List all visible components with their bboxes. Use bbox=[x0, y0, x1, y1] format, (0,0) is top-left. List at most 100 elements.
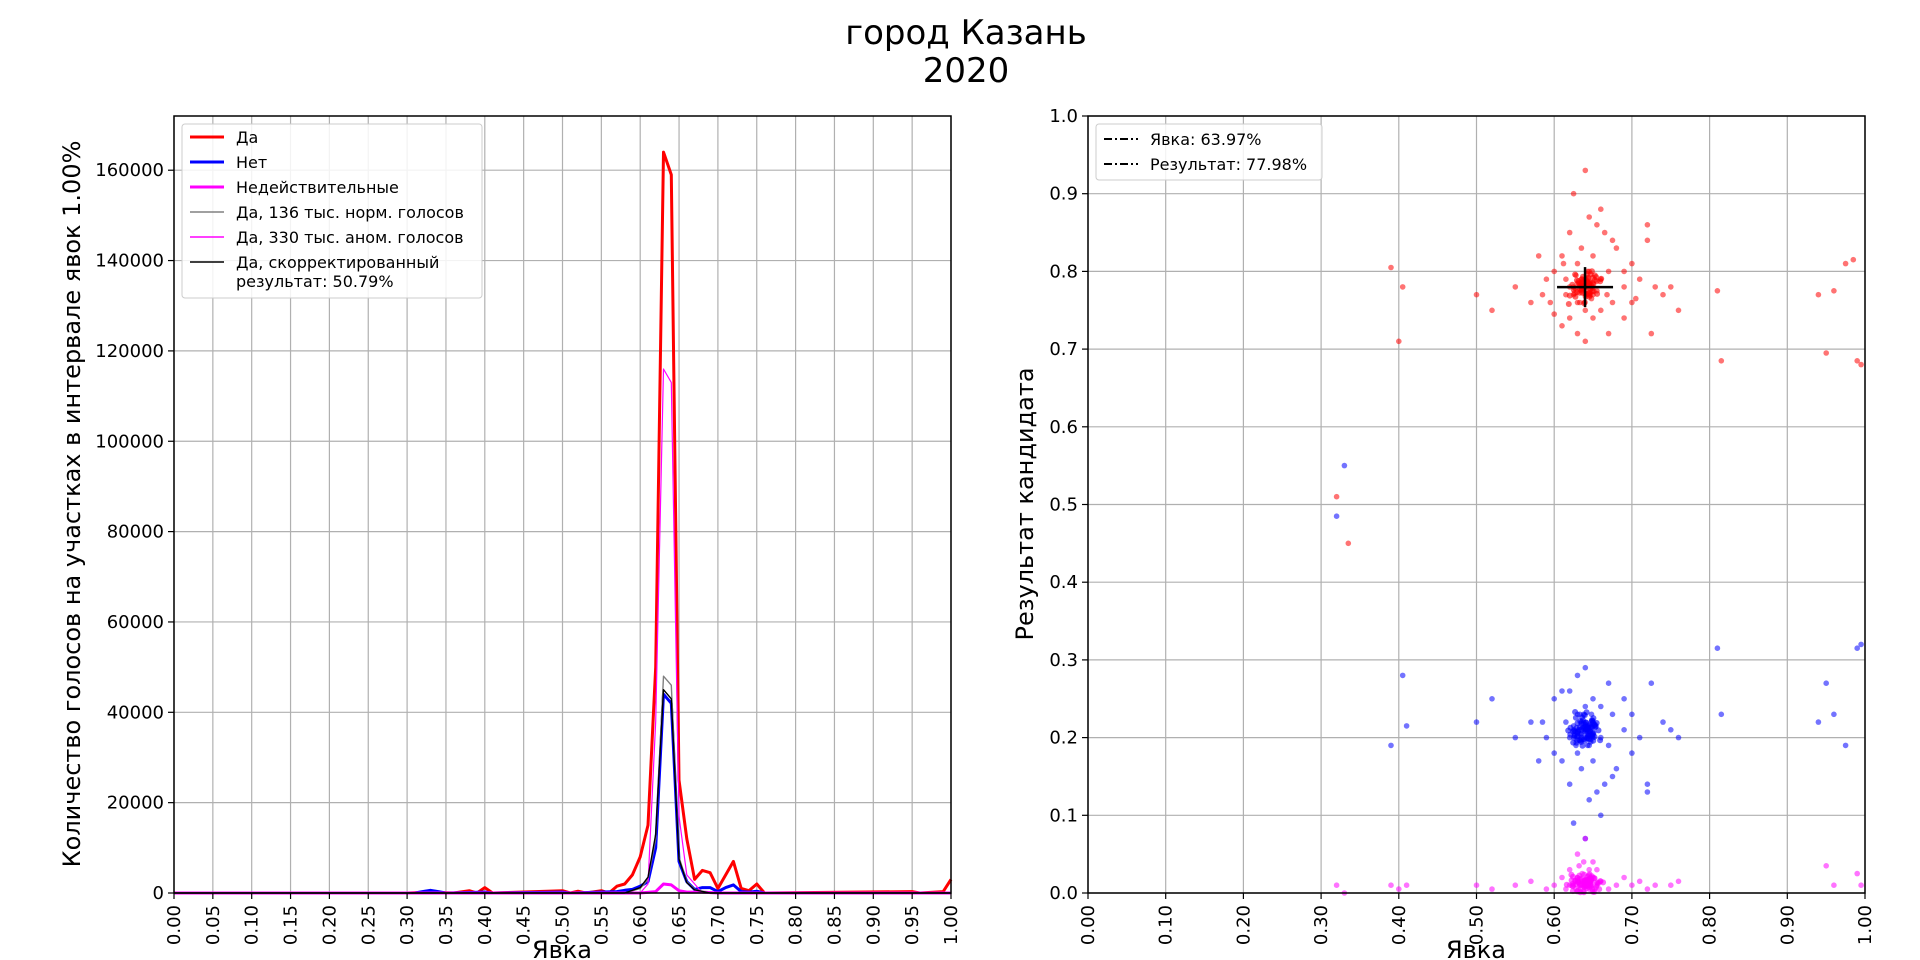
scatter-point-3 bbox=[1543, 886, 1550, 892]
scatter-point-1 bbox=[1601, 229, 1608, 236]
scatter-point-1 bbox=[1345, 540, 1352, 547]
scatter-cluster-point-3 bbox=[1563, 881, 1570, 888]
scatter-legend: Явка: 63.97% Результат: 77.98% bbox=[1095, 123, 1323, 181]
scatter-x-tick-label: 0.00 bbox=[1078, 905, 1099, 945]
histogram-x-tick-label: 0.20 bbox=[319, 905, 340, 945]
scatter-point-2 bbox=[1333, 513, 1340, 519]
scatter-point-1 bbox=[1539, 291, 1546, 298]
scatter-cluster-point-1 bbox=[1572, 293, 1579, 300]
scatter-point-1 bbox=[1590, 253, 1596, 259]
histogram-x-tick-label: 0.30 bbox=[397, 905, 418, 945]
scatter-point-1 bbox=[1388, 264, 1394, 271]
scatter-point-1 bbox=[1815, 291, 1822, 298]
scatter-x-label: Явка bbox=[1446, 936, 1506, 960]
scatter-cluster-point-2 bbox=[1578, 720, 1585, 727]
scatter-legend-box bbox=[1095, 123, 1323, 181]
scatter-y-tick-label: 0.2 bbox=[1049, 728, 1078, 749]
histogram-y-label: Количество голосов на участках в интерва… bbox=[58, 141, 86, 868]
scatter-point-2 bbox=[1590, 758, 1596, 764]
scatter-point-1 bbox=[1629, 299, 1635, 306]
scatter-point-2 bbox=[1644, 789, 1651, 795]
histogram-y-tick-label: 0 bbox=[153, 883, 164, 904]
scatter-point-3 bbox=[1605, 886, 1612, 892]
scatter-point-1 bbox=[1652, 284, 1658, 290]
scatter-point-1 bbox=[1396, 338, 1402, 345]
histogram-x-tick-label: 0.85 bbox=[824, 905, 845, 945]
scatter-legend-label: Результат: 77.98% bbox=[1150, 155, 1307, 174]
scatter-cluster-point-1 bbox=[1593, 274, 1600, 280]
scatter-cluster-point-1 bbox=[1577, 286, 1583, 293]
scatter-point-1 bbox=[1605, 330, 1612, 337]
scatter-point-1 bbox=[1551, 311, 1557, 317]
scatter-point-1 bbox=[1535, 253, 1542, 259]
scatter-point-3 bbox=[1403, 882, 1410, 888]
scatter-x-tick-label: 0.20 bbox=[1233, 905, 1254, 945]
histogram-legend-label: Недействительные bbox=[236, 178, 399, 197]
histogram-x-tick-label: 0.95 bbox=[902, 905, 923, 945]
histogram-ticks: 0.00 0.05 0.10 0.15 0.20 0.25 0.30 0.35 0.40 0.45… bbox=[95, 160, 962, 945]
scatter-panel: 0.00 0.10 0.20 0.30 0.40 0.50 0.60 0.70 0.80 0.90… bbox=[1011, 106, 1876, 960]
scatter-cluster-point-2 bbox=[1573, 739, 1580, 746]
scatter-point-1 bbox=[1574, 260, 1581, 267]
figure-title: город Казань bbox=[845, 13, 1087, 53]
scatter-point-1 bbox=[1858, 361, 1864, 368]
scatter-cluster-point-3 bbox=[1596, 886, 1603, 893]
scatter-cluster-point-2 bbox=[1591, 733, 1598, 740]
histogram-x-tick-label: 0.10 bbox=[242, 905, 263, 945]
scatter-point-2 bbox=[1539, 719, 1546, 725]
scatter-point-2 bbox=[1489, 696, 1495, 702]
scatter-point-1 bbox=[1566, 315, 1573, 321]
scatter-point-3 bbox=[1675, 878, 1682, 885]
scatter-point-2 bbox=[1601, 781, 1608, 787]
scatter-point-2 bbox=[1512, 734, 1519, 741]
scatter-x-tick-label: 0.60 bbox=[1544, 905, 1565, 945]
scatter-point-3 bbox=[1652, 882, 1658, 888]
scatter-point-3 bbox=[1489, 886, 1495, 892]
scatter-point-1 bbox=[1668, 284, 1674, 290]
scatter-x-tick-label: 1.00 bbox=[1855, 905, 1876, 945]
scatter-y-tick-label: 0.1 bbox=[1049, 805, 1078, 826]
scatter-point-3 bbox=[1551, 882, 1557, 888]
scatter-point-2 bbox=[1660, 719, 1666, 725]
scatter-point-2 bbox=[1621, 696, 1627, 702]
scatter-point-1 bbox=[1831, 288, 1837, 294]
scatter-point-1 bbox=[1633, 295, 1639, 302]
scatter-point-2 bbox=[1598, 812, 1604, 819]
scatter-point-2 bbox=[1551, 696, 1557, 702]
scatter-cluster-point-2 bbox=[1592, 723, 1599, 730]
scatter-point-2 bbox=[1718, 711, 1725, 718]
scatter-point-2 bbox=[1854, 645, 1860, 651]
scatter-point-3 bbox=[1559, 874, 1565, 881]
scatter-point-1 bbox=[1613, 245, 1620, 251]
histogram-y-tick-label: 160000 bbox=[95, 160, 164, 181]
scatter-point-2 bbox=[1714, 645, 1721, 651]
histogram-x-tick-label: 0.45 bbox=[514, 905, 535, 945]
histogram-x-label: Явка bbox=[532, 936, 592, 960]
scatter-point-2 bbox=[1543, 734, 1550, 741]
scatter-y-tick-label: 0.7 bbox=[1049, 339, 1078, 360]
histogram-panel: 0.00 0.05 0.10 0.15 0.20 0.25 0.30 0.35 0.40 0.45… bbox=[58, 115, 962, 960]
scatter-y-tick-label: 0.6 bbox=[1049, 417, 1078, 438]
histogram-series-line-6 bbox=[174, 689, 951, 894]
scatter-point-3 bbox=[1396, 886, 1402, 892]
scatter-cluster-point-3 bbox=[1587, 876, 1594, 883]
histogram-x-tick-label: 0.40 bbox=[475, 905, 496, 945]
scatter-point-1 bbox=[1399, 284, 1406, 290]
scatter-point-2 bbox=[1823, 680, 1829, 686]
scatter-point-3 bbox=[1582, 835, 1589, 842]
histogram-y-tick-label: 40000 bbox=[107, 702, 164, 723]
scatter-cluster-point-2 bbox=[1584, 735, 1591, 742]
scatter-x-tick-label: 0.30 bbox=[1311, 905, 1332, 945]
scatter-point-2 bbox=[1586, 797, 1592, 803]
histogram-x-tick-label: 0.35 bbox=[436, 905, 457, 945]
scatter-point-2 bbox=[1582, 664, 1589, 671]
histogram-x-tick-label: 0.70 bbox=[708, 905, 729, 945]
scatter-point-1 bbox=[1605, 268, 1612, 275]
scatter-point-1 bbox=[1823, 350, 1829, 356]
scatter-point-2 bbox=[1858, 641, 1864, 648]
scatter-point-2 bbox=[1636, 734, 1643, 741]
scatter-point-1 bbox=[1560, 260, 1567, 267]
scatter-point-3 bbox=[1636, 878, 1643, 885]
scatter-point-3 bbox=[1823, 863, 1829, 869]
scatter-point-2 bbox=[1609, 773, 1616, 780]
